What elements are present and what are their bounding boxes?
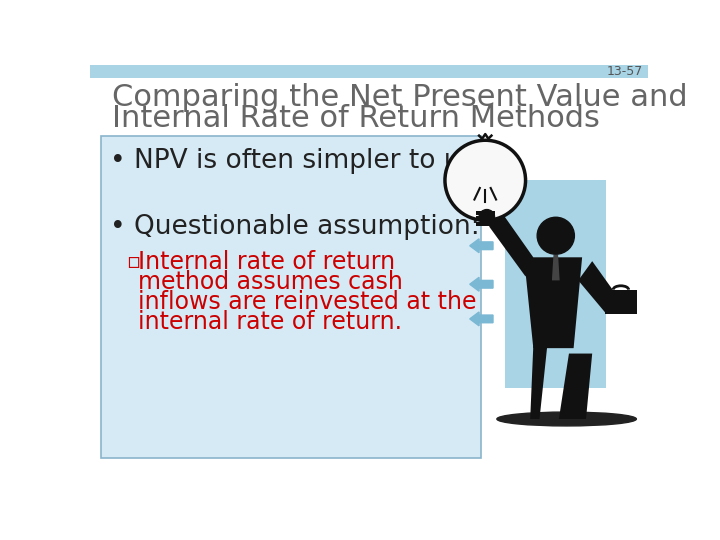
FancyBboxPatch shape [505,180,606,388]
FancyBboxPatch shape [90,65,648,78]
Circle shape [479,210,495,225]
FancyBboxPatch shape [476,217,495,220]
FancyArrow shape [469,312,493,326]
FancyBboxPatch shape [101,136,481,457]
Text: method assumes cash: method assumes cash [138,270,403,294]
Text: Internal Rate of Return Methods: Internal Rate of Return Methods [112,104,600,133]
Polygon shape [489,211,534,276]
Polygon shape [530,346,547,419]
Polygon shape [524,257,582,348]
FancyArrow shape [469,278,493,291]
FancyArrow shape [469,239,493,253]
Text: inflows are reinvested at the: inflows are reinvested at the [138,290,477,314]
Text: Comparing the Net Present Value and: Comparing the Net Present Value and [112,83,688,112]
Polygon shape [578,261,617,313]
Text: ▫: ▫ [126,252,140,272]
Circle shape [445,140,526,220]
Circle shape [537,217,575,254]
Polygon shape [559,354,593,419]
FancyBboxPatch shape [476,211,495,215]
Text: Internal rate of return: Internal rate of return [138,250,395,274]
Ellipse shape [497,412,636,426]
Polygon shape [552,255,559,280]
FancyBboxPatch shape [476,222,495,226]
FancyArrow shape [469,200,493,214]
Text: • NPV is often simpler to use.: • NPV is often simpler to use. [110,148,499,174]
FancyBboxPatch shape [605,289,637,314]
Text: • Questionable assumption:: • Questionable assumption: [110,213,480,240]
Text: 13-57: 13-57 [606,65,642,78]
Text: internal rate of return.: internal rate of return. [138,310,402,334]
